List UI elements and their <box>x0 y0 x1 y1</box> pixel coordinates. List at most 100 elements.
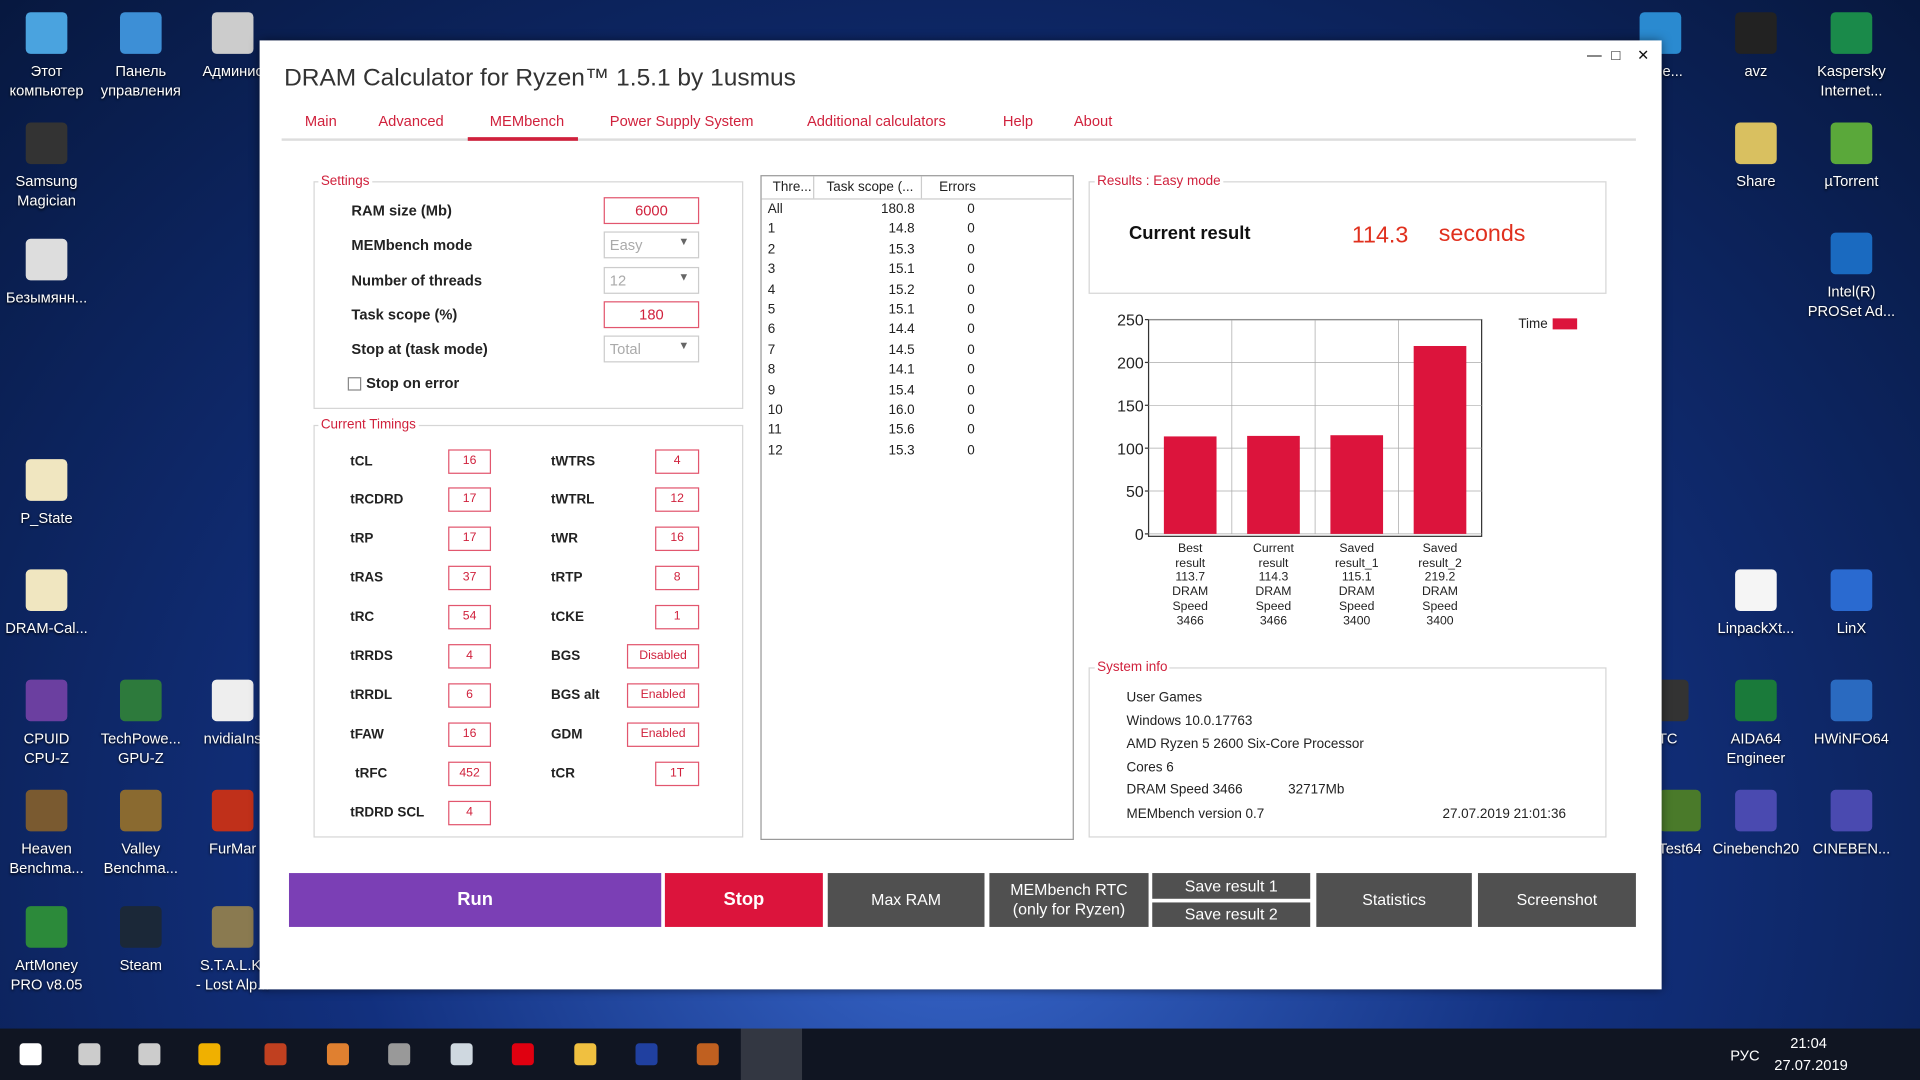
timing-value[interactable]: 6 <box>448 683 492 708</box>
taskbar-icon[interactable] <box>635 1043 658 1066</box>
timing-value[interactable]: 37 <box>448 565 492 591</box>
desktop-icon-label[interactable]: TC <box>1657 729 1678 747</box>
clock-time[interactable]: 21:04 <box>1790 1034 1827 1052</box>
taskbar-icon[interactable] <box>326 1043 349 1066</box>
timing-value[interactable]: 17 <box>448 526 492 552</box>
desktop-icon-label[interactable]: AIDA64 Engineer <box>1726 729 1786 767</box>
desktop-icon-label[interactable]: Valley Benchma... <box>103 840 178 877</box>
timing-value[interactable]: 17 <box>448 487 492 512</box>
desktop-icon[interactable] <box>120 679 162 722</box>
timing-value[interactable]: 12 <box>655 487 700 512</box>
desktop-icon-label[interactable]: µTorrent <box>1824 172 1879 190</box>
desktop-icon-label[interactable]: P_State <box>20 509 73 527</box>
timing-value[interactable]: 16 <box>448 722 492 747</box>
desktop-icon-label[interactable]: Kaspersky Internet... <box>1817 62 1886 100</box>
desktop-icon-label[interactable]: HWiNFO64 <box>1813 729 1889 747</box>
desktop-icon-label[interactable]: nvidiaIns <box>203 729 262 747</box>
desktop-icon-label[interactable]: Безымянн... <box>5 288 88 307</box>
tab[interactable]: Main <box>304 112 337 130</box>
desktop-icon-label[interactable]: Steam <box>119 956 163 974</box>
desktop-icon[interactable] <box>211 789 254 832</box>
button[interactable]: Run <box>288 873 662 927</box>
taskbar-icon[interactable] <box>138 1043 161 1066</box>
desktop-icon-label[interactable]: avz <box>1744 62 1768 80</box>
desktop-icon-label[interactable]: CINEBEN... <box>1812 840 1891 858</box>
window-control[interactable]: — <box>1586 46 1602 64</box>
dropdown[interactable]: 12 <box>603 266 700 294</box>
desktop-icon-label[interactable]: DRAM-Cal... <box>5 619 88 637</box>
desktop-icon[interactable] <box>1830 569 1873 612</box>
timing-value[interactable]: 4 <box>655 449 700 474</box>
dropdown[interactable]: Easy <box>603 231 700 259</box>
timing-value[interactable]: 16 <box>448 449 492 474</box>
window-control[interactable]: ✕ <box>1637 46 1650 64</box>
button[interactable]: Screenshot <box>1477 873 1636 927</box>
desktop-icon[interactable] <box>1735 789 1777 832</box>
tab[interactable]: Additional calculators <box>806 112 946 130</box>
desktop-icon[interactable] <box>120 789 162 832</box>
desktop-icon[interactable] <box>25 569 68 612</box>
timing-value[interactable]: Disabled <box>626 644 700 669</box>
desktop-icon-label[interactable]: ArtMoney PRO v8.05 <box>10 956 83 994</box>
taskbar-icon[interactable] <box>696 1043 719 1066</box>
desktop-icon[interactable] <box>1830 232 1873 275</box>
timing-value[interactable]: 4 <box>448 800 492 826</box>
desktop-icon-label[interactable]: Панель управления <box>100 62 181 100</box>
text-input[interactable]: 6000 <box>603 197 700 225</box>
desktop-icon[interactable] <box>1735 122 1777 165</box>
desktop-icon[interactable] <box>25 679 68 722</box>
tab[interactable]: Advanced <box>378 112 444 130</box>
window-control[interactable]: □ <box>1611 46 1621 64</box>
desktop-icon[interactable] <box>1830 789 1873 832</box>
checkbox[interactable] <box>347 377 362 391</box>
desktop-icon[interactable] <box>120 906 162 948</box>
timing-value[interactable]: 452 <box>448 761 492 787</box>
desktop-icon-label[interactable]: CPUID CPU-Z <box>23 729 70 767</box>
clock-date[interactable]: 27.07.2019 <box>1774 1056 1848 1074</box>
text-input[interactable]: 180 <box>603 301 700 329</box>
button[interactable]: Save result 2 <box>1152 902 1311 927</box>
timing-value[interactable]: 1T <box>655 761 700 787</box>
desktop-icon-label[interactable]: Heaven Benchma... <box>9 840 84 877</box>
tab[interactable]: MEMbench <box>489 112 565 130</box>
language[interactable]: РУС <box>1730 1046 1760 1065</box>
checkbox-label[interactable]: Stop on error <box>366 374 460 392</box>
timing-value[interactable]: 8 <box>655 565 700 591</box>
taskbar-icon[interactable] <box>78 1043 101 1066</box>
timing-value[interactable]: Enabled <box>626 722 700 747</box>
button[interactable]: Statistics <box>1316 873 1472 927</box>
desktop-icon-label[interactable]: Этот компьютер <box>9 62 84 100</box>
desktop-icon[interactable] <box>1830 679 1873 722</box>
desktop-icon-label[interactable]: FurMar <box>208 840 257 858</box>
desktop-icon-label[interactable]: LinpackXt... <box>1717 619 1795 637</box>
timing-value[interactable]: 16 <box>655 526 700 552</box>
button[interactable]: Save result 1 <box>1152 873 1311 899</box>
desktop-icon[interactable] <box>211 906 254 948</box>
desktop-icon[interactable] <box>211 12 254 54</box>
tab[interactable]: Power Supply System <box>609 112 754 130</box>
button[interactable]: MEMbench RTC (only for Ryzen) <box>989 873 1149 927</box>
timing-value[interactable]: Enabled <box>626 683 700 708</box>
timing-value[interactable]: 4 <box>448 644 492 669</box>
taskbar-icon[interactable] <box>19 1043 42 1066</box>
desktop-icon[interactable] <box>25 906 68 948</box>
desktop-icon[interactable] <box>25 122 68 165</box>
taskbar-active[interactable] <box>740 1028 803 1080</box>
timing-value[interactable]: 1 <box>655 604 700 630</box>
timing-value[interactable]: 54 <box>448 604 492 630</box>
desktop-icon[interactable] <box>25 12 68 54</box>
button[interactable]: Max RAM <box>827 873 985 927</box>
desktop-icon[interactable] <box>1830 12 1873 54</box>
tab[interactable]: About <box>1073 112 1113 130</box>
tab[interactable]: Help <box>1002 112 1034 130</box>
taskbar-icon[interactable] <box>388 1043 411 1066</box>
desktop-icon[interactable] <box>1830 122 1873 165</box>
desktop-icon[interactable] <box>1735 569 1777 612</box>
desktop-icon-label[interactable]: Share <box>1736 172 1776 190</box>
desktop-icon-label[interactable]: Test64 <box>1658 840 1702 858</box>
desktop-icon-label[interactable]: LinX <box>1836 619 1867 637</box>
button[interactable]: Stop <box>664 873 823 927</box>
taskbar-icon[interactable] <box>198 1043 221 1066</box>
desktop-icon[interactable] <box>211 679 254 722</box>
taskbar-icon[interactable] <box>264 1043 287 1066</box>
